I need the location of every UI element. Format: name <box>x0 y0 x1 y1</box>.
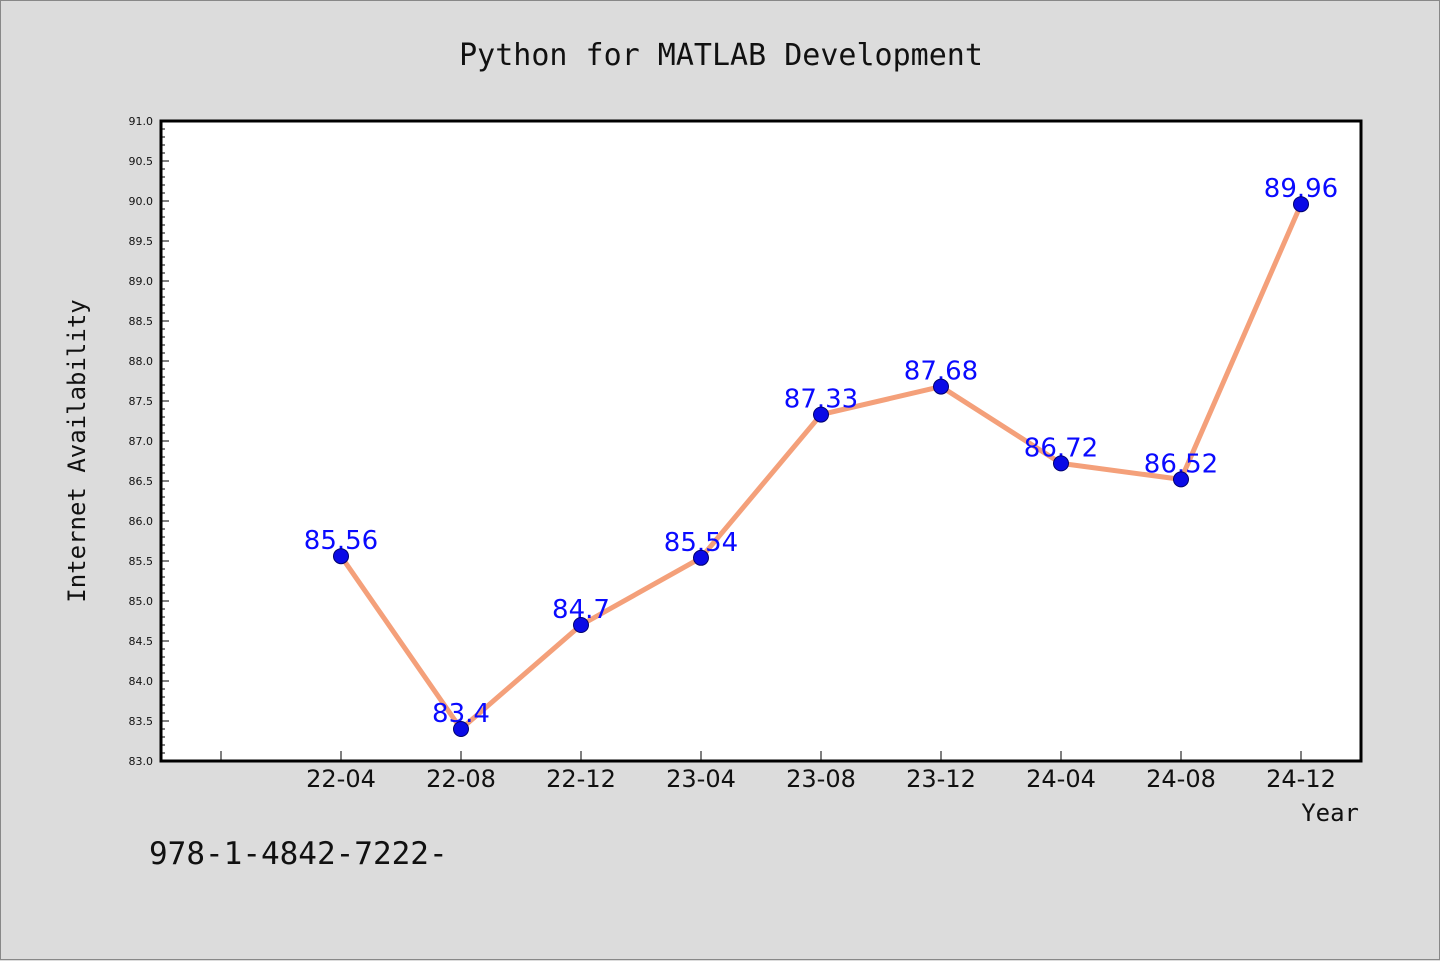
y-tick-label: 87.0 <box>129 435 154 448</box>
footer-text: 978-1-4842-7222- <box>149 836 448 872</box>
y-tick-label: 89.0 <box>129 275 154 288</box>
x-tick-label: 24-08 <box>1146 765 1216 793</box>
y-axis: 83.0 83.5 84.0 84.5 85.0 85.5 86.0 86.5 87.0 87.5… <box>129 115 169 768</box>
x-tick-label: 23-12 <box>906 765 976 793</box>
data-point <box>933 378 949 395</box>
x-tick-label: 22-12 <box>546 765 616 793</box>
y-tick-label: 90.5 <box>129 155 154 168</box>
x-tick-label: 23-08 <box>786 765 856 793</box>
data-point <box>693 549 709 566</box>
y-tick-label: 88.5 <box>129 315 154 328</box>
x-tick-label: 22-04 <box>306 765 376 793</box>
plot-area <box>161 121 1361 761</box>
y-tick-label: 86.0 <box>129 515 154 528</box>
y-axis-label: Internet Availability <box>63 299 91 602</box>
x-axis: 22-04 22-08 22-12 23-04 23-08 23-12 24-04 24-08… <box>220 751 1336 793</box>
data-point <box>1053 455 1069 472</box>
y-tick-label: 85.5 <box>129 555 154 568</box>
y-tick-label: 91.0 <box>129 115 154 128</box>
y-tick-label: 86.5 <box>129 475 154 488</box>
y-tick-label: 84.0 <box>129 675 154 688</box>
x-axis-label: Year <box>1301 799 1359 827</box>
data-point <box>573 617 589 633</box>
y-tick-label: 83.5 <box>129 715 154 728</box>
data-point <box>1173 471 1189 488</box>
data-point <box>453 721 469 737</box>
plot-border <box>159 119 1363 763</box>
y-tick-label: 88.0 <box>129 355 154 368</box>
y-tick-label: 84.5 <box>129 635 154 648</box>
chart-title: Python for MATLAB Development <box>459 38 983 73</box>
x-tick-label: 23-04 <box>666 765 736 793</box>
series-group: 85.5683.484.785.5487.3387.6886.7286.5289… <box>304 174 1338 737</box>
y-tick-label: 85.0 <box>129 595 154 608</box>
x-tick-label: 24-04 <box>1026 765 1096 793</box>
data-point <box>333 548 349 565</box>
data-point <box>813 406 829 423</box>
y-tick-label: 89.5 <box>129 235 154 248</box>
y-tick-label: 90.0 <box>129 195 154 208</box>
y-tick-label: 87.5 <box>129 395 154 408</box>
x-tick-label: 24-12 <box>1266 765 1336 793</box>
x-tick-label: 22-08 <box>426 765 496 793</box>
y-tick-label: 83.0 <box>129 755 154 768</box>
data-point <box>1293 196 1309 213</box>
